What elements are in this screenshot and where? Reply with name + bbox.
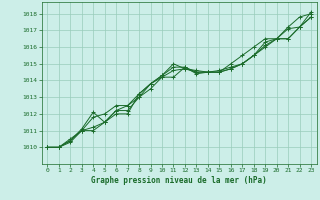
- X-axis label: Graphe pression niveau de la mer (hPa): Graphe pression niveau de la mer (hPa): [91, 176, 267, 185]
